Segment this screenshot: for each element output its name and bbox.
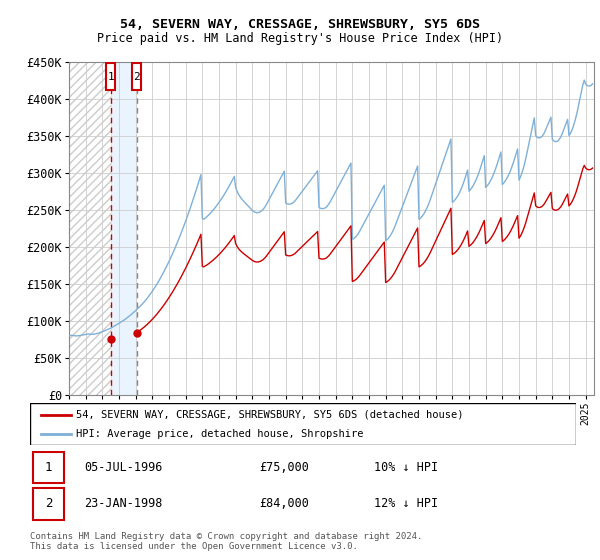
Text: 1: 1 [45,461,52,474]
Bar [132,63,142,90]
Text: Price paid vs. HM Land Registry's House Price Index (HPI): Price paid vs. HM Land Registry's House … [97,32,503,45]
Text: £84,000: £84,000 [259,497,309,510]
Bar [106,63,115,90]
Text: £75,000: £75,000 [259,461,309,474]
Text: 12% ↓ HPI: 12% ↓ HPI [374,497,438,510]
Text: 54, SEVERN WAY, CRESSAGE, SHREWSBURY, SY5 6DS (detached house): 54, SEVERN WAY, CRESSAGE, SHREWSBURY, SY… [76,409,464,419]
Bar [111,62,137,395]
Text: 2: 2 [45,497,52,510]
Bar [33,488,64,520]
Bar [33,451,64,483]
Text: 05-JUL-1996: 05-JUL-1996 [85,461,163,474]
Bar [69,62,111,395]
Text: 10% ↓ HPI: 10% ↓ HPI [374,461,438,474]
Text: HPI: Average price, detached house, Shropshire: HPI: Average price, detached house, Shro… [76,429,364,439]
Text: 1: 1 [107,72,114,82]
Text: 23-JAN-1998: 23-JAN-1998 [85,497,163,510]
Text: Contains HM Land Registry data © Crown copyright and database right 2024.
This d: Contains HM Land Registry data © Crown c… [30,532,422,552]
Text: 54, SEVERN WAY, CRESSAGE, SHREWSBURY, SY5 6DS: 54, SEVERN WAY, CRESSAGE, SHREWSBURY, SY… [120,18,480,31]
Text: 2: 2 [133,72,140,82]
